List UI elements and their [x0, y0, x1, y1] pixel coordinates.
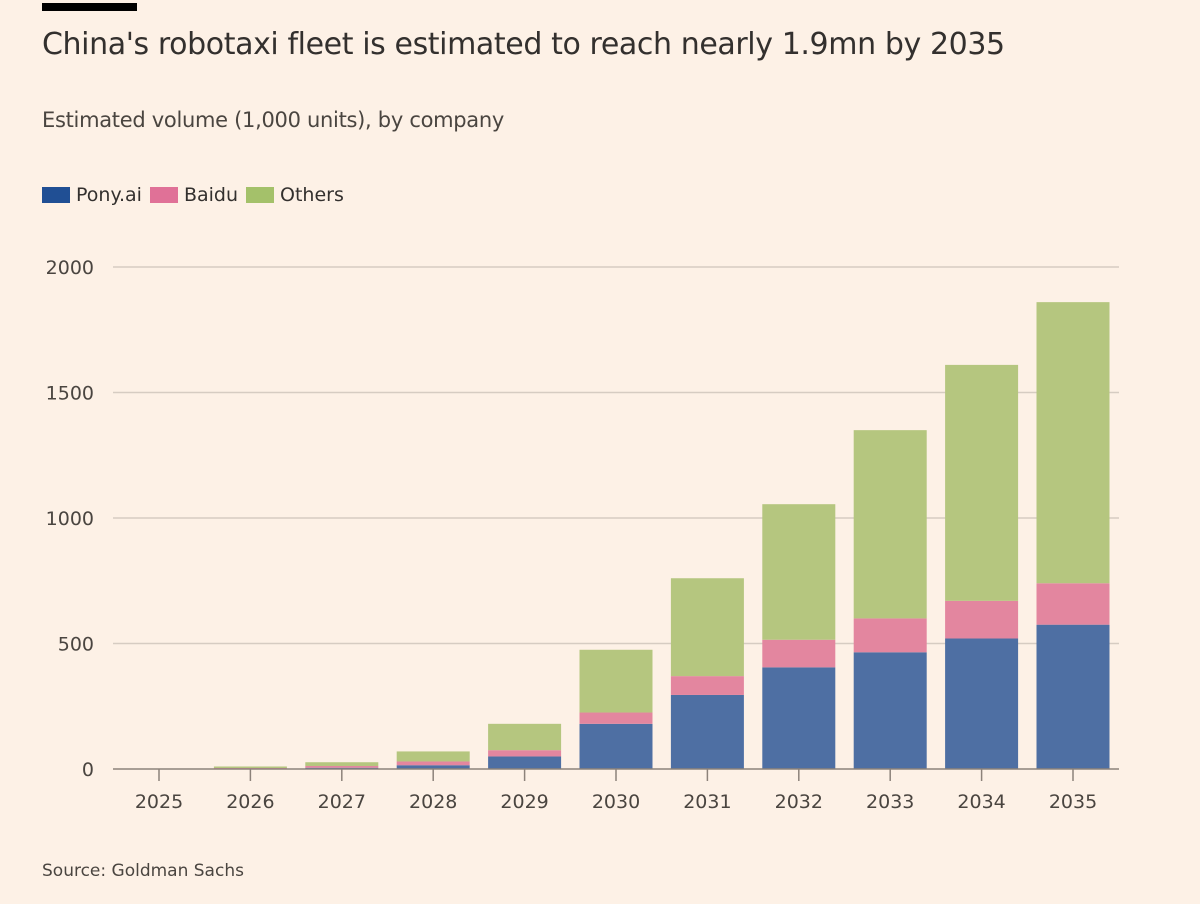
bar-segment-others-2028 [396, 751, 470, 762]
legend-swatch-baidu [149, 187, 178, 203]
legend-item-baidu: Baidu [149, 184, 239, 206]
legend: Pony.ai Baidu Others [42, 184, 352, 206]
y-axis-labels: 0 500 1000 1500 2000 [46, 257, 94, 781]
bar-segment-baidu-2033 [853, 618, 927, 653]
bar-segment-pony-ai-2029 [488, 756, 562, 769]
bar-segment-others-2029 [488, 723, 562, 751]
bar-segment-others-2030 [579, 649, 653, 713]
chart-title: China's robotaxi fleet is estimated to r… [42, 27, 1005, 62]
x-tick-label: 2031 [683, 791, 731, 813]
bar-segment-others-2034 [945, 364, 1019, 601]
legend-item-pony: Pony.ai [42, 184, 142, 206]
legend-label-others: Others [280, 184, 344, 206]
bar-segment-pony-ai-2035 [1036, 624, 1110, 769]
bar-segment-others-2032 [762, 504, 836, 640]
bar-segment-pony-ai-2030 [579, 723, 653, 769]
legend-label-pony: Pony.ai [76, 184, 142, 206]
legend-swatch-pony [42, 187, 70, 203]
bar-segment-others-2027 [305, 762, 379, 766]
bar-segment-baidu-2035 [1036, 583, 1110, 625]
x-tick-label: 2030 [592, 791, 640, 813]
y-tick-label: 2000 [46, 257, 94, 279]
y-tick-label: 500 [58, 634, 94, 656]
x-tick-label: 2034 [957, 791, 1005, 813]
bar-segment-pony-ai-2032 [762, 667, 836, 769]
bar-segment-baidu-2027 [305, 765, 379, 768]
bar-segment-pony-ai-2033 [853, 652, 927, 769]
bar-segment-baidu-2034 [945, 600, 1019, 639]
legend-label-baidu: Baidu [183, 184, 239, 206]
x-tick-label: 2026 [226, 791, 274, 813]
bar-segment-baidu-2026 [213, 767, 287, 769]
y-tick-label: 0 [82, 759, 94, 781]
bar-segment-pony-ai-2031 [670, 694, 744, 769]
x-tick-label: 2035 [1049, 791, 1097, 813]
x-tick-label: 2028 [409, 791, 457, 813]
bar-segment-others-2033 [853, 430, 927, 619]
x-tick-label: 2027 [318, 791, 366, 813]
x-axis-labels: 2025 2026 2027 2028 2029 2030 2031 2032 2033 2034… [135, 791, 1097, 813]
x-tick-label: 2033 [866, 791, 914, 813]
bar-segment-pony-ai-2028 [396, 765, 470, 769]
bar-segment-baidu-2032 [762, 639, 836, 668]
source-note: Source: Goldman Sachs [42, 861, 244, 881]
bar-segment-pony-ai-2034 [945, 638, 1019, 769]
bar-segment-others-2035 [1036, 302, 1110, 584]
bar-segment-baidu-2028 [396, 761, 470, 766]
x-axis [113, 768, 1119, 781]
bar-segment-baidu-2031 [670, 676, 744, 695]
bar-segment-baidu-2029 [488, 750, 562, 757]
x-tick-label: 2032 [775, 791, 823, 813]
y-tick-label: 1500 [46, 383, 94, 405]
x-tick-label: 2029 [500, 791, 548, 813]
x-tick-label: 2025 [135, 791, 183, 813]
bar-segment-others-2031 [670, 578, 744, 677]
top-rule-decoration [42, 3, 137, 11]
legend-item-others: Others [246, 184, 344, 206]
chart-subtitle: Estimated volume (1,000 units), by compa… [42, 108, 505, 132]
bars [213, 302, 1110, 769]
bar-segment-baidu-2030 [579, 712, 653, 724]
legend-swatch-others [246, 187, 275, 203]
y-tick-label: 1000 [46, 508, 94, 530]
bar-segment-others-2026 [213, 766, 287, 768]
